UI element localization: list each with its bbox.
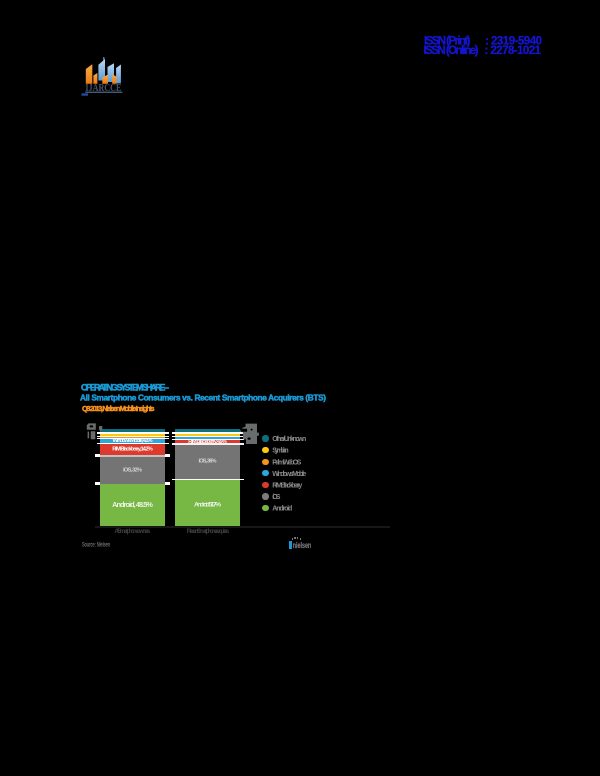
svg-text:Android 51.7%: Android 51.7%: [194, 502, 221, 509]
svg-text:OPERATING SYSTEM SHARE –: OPERATING SYSTEM SHARE –: [81, 382, 169, 392]
svg-text:Palm/WebOS: Palm/WebOS: [272, 459, 301, 466]
svg-text:RIM Blackberry: RIM Blackberry: [272, 483, 302, 490]
svg-text:All Smartphone Consumers vs. R: All Smartphone Consumers vs. Recent Smar…: [80, 392, 326, 402]
svg-text:iOS, 32%: iOS, 32%: [123, 467, 142, 473]
svg-text:Other/Unknown: Other/Unknown: [272, 436, 306, 443]
svg-text:iOS: iOS: [272, 494, 280, 501]
svg-text:Windows Mobile, 4.1%: Windows Mobile, 4.1%: [113, 438, 153, 444]
svg-text:Android, 48.5%: Android, 48.5%: [112, 500, 153, 509]
svg-text:Source: Nielsen: Source: Nielsen: [82, 541, 110, 548]
svg-text:IJARCCE: IJARCCE: [85, 83, 121, 94]
svg-text:RIM Blackberry, 14.2%: RIM Blackberry, 14.2%: [112, 447, 153, 453]
svg-text:: 2278-1021: : 2278-1021: [485, 45, 542, 57]
svg-text:Symbian: Symbian: [272, 448, 288, 455]
svg-text:nielsen: nielsen: [293, 540, 311, 550]
svg-text:Windows Mobile: Windows Mobile: [272, 471, 306, 478]
svg-text:All Smartphone owners: All Smartphone owners: [114, 528, 150, 535]
svg-text:Android: Android: [272, 506, 292, 513]
svg-text:ISSN (Online): ISSN (Online): [424, 45, 479, 57]
svg-text:RIM Blackberry, 4.9%: RIM Blackberry, 4.9%: [188, 439, 227, 445]
svg-text:Q3 2013, Nielsen Mobile Insigh: Q3 2013, Nielsen Mobile Insights: [82, 404, 155, 413]
svg-text:: 2319-5940: : 2319-5940: [485, 36, 542, 48]
svg-text:Recent Smartphone acquirers: Recent Smartphone acquirers: [187, 528, 230, 535]
svg-text:iOS, 36%: iOS, 36%: [199, 458, 217, 464]
svg-text:ISSN (Print): ISSN (Print): [424, 36, 471, 48]
